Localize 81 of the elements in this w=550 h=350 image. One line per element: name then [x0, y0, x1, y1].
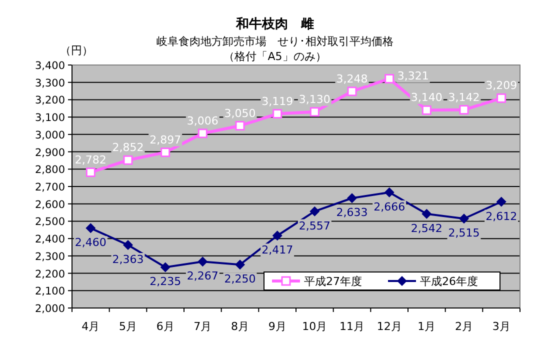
y-tick-label: 2,100 [34, 286, 65, 298]
data-label: 3,142 [448, 90, 480, 104]
legend-label: 平成26年度 [420, 275, 478, 288]
y-tick-label: 2,700 [34, 182, 65, 194]
data-label: 2,897 [150, 133, 182, 146]
y-tick-label: 3,000 [34, 129, 65, 142]
point [160, 148, 170, 158]
data-label: 3,209 [486, 79, 518, 92]
text: （格付「A5」のみ） [224, 50, 326, 63]
data-label: 2,250 [224, 272, 256, 286]
y-tick-label: 3,200 [34, 94, 65, 107]
x-tick-label: 10月 [302, 320, 328, 333]
x-tick-label: 9月 [268, 320, 286, 333]
point [272, 109, 282, 119]
data-label: 3,321 [397, 70, 429, 83]
x-tick-label: 4月 [82, 320, 100, 333]
point [123, 155, 133, 165]
point [459, 105, 469, 115]
point [198, 128, 208, 138]
point [86, 223, 96, 234]
x-tick-label: 6月 [156, 320, 174, 333]
x-tick-label: 1月 [418, 320, 436, 333]
data-label: 2,417 [262, 244, 294, 257]
y-tick-label: 2,200 [34, 268, 65, 280]
data-label: 2,612 [486, 210, 518, 223]
y-tick-label: 2,300 [34, 250, 65, 263]
y-tick-label: 2,800 [34, 164, 65, 176]
point [422, 105, 432, 115]
point [384, 74, 394, 84]
point [347, 193, 357, 204]
point [123, 240, 133, 250]
data-label: 3,050 [224, 106, 256, 120]
point [347, 86, 357, 96]
point [384, 187, 394, 198]
chart-title: 和牛枝肉 雌 [235, 16, 314, 32]
y-tick-label: 2,600 [34, 198, 65, 211]
x-tick-label: 11月 [340, 320, 364, 333]
point [235, 121, 245, 130]
point [459, 214, 469, 224]
y-tick-label: 3,100 [34, 112, 65, 124]
point [310, 107, 320, 117]
data-label: 3,119 [262, 94, 294, 108]
x-tick-label: 7月 [194, 320, 212, 333]
data-label: 2,852 [112, 141, 144, 154]
data-label: 2,782 [74, 153, 106, 166]
data-label: 2,633 [336, 206, 368, 220]
data-label: 3,006 [186, 114, 218, 128]
data-label: 2,267 [186, 270, 218, 283]
y-tick-label: 2,400 [34, 234, 65, 246]
data-label: 2,460 [74, 236, 106, 250]
data-label: 2,235 [150, 275, 182, 288]
y-tick-label: 3,300 [34, 77, 65, 90]
point [496, 93, 506, 103]
point [160, 262, 170, 272]
point [235, 260, 245, 270]
data-label: 2,557 [298, 219, 330, 232]
data-label: 2,363 [112, 252, 144, 266]
y-tick-label: 2,500 [34, 216, 65, 228]
x-tick-label: 12月 [376, 320, 402, 333]
y-tick-label: 3,400 [34, 60, 65, 72]
legend-label: 平成27年度 [304, 275, 362, 288]
data-label: 2,542 [410, 222, 442, 235]
point [272, 230, 282, 241]
chart-subtitle: 岐阜食肉地方卸売市場 せり･相対取引平均価格 [156, 35, 394, 48]
data-label: 2,515 [448, 226, 480, 240]
y-axis-title: （円） [60, 44, 93, 57]
x-tick-label: 5月 [119, 320, 137, 333]
y-tick-label: 2,000 [34, 303, 65, 315]
point [422, 208, 432, 219]
data-label: 3,130 [298, 92, 330, 106]
point [198, 256, 208, 267]
point [86, 168, 96, 178]
data-label: 3,248 [336, 72, 368, 86]
x-tick-label: 2月 [455, 320, 473, 333]
point [310, 206, 320, 216]
y-tick-label: 2,900 [34, 146, 65, 159]
x-tick-label: 3月 [492, 320, 510, 333]
data-label: 3,140 [410, 91, 442, 104]
data-label: 2,666 [374, 200, 406, 214]
x-tick-label: 8月 [231, 320, 249, 333]
point [496, 196, 506, 207]
